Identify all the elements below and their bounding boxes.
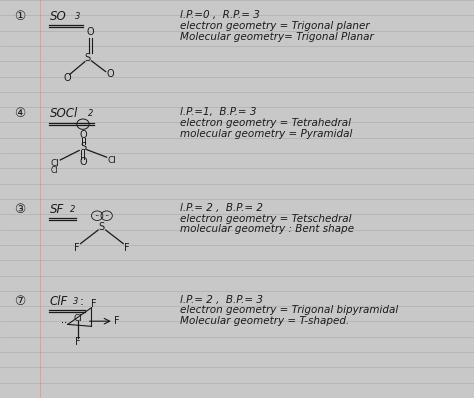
- Text: O: O: [79, 157, 87, 168]
- Text: molecular geometry : Bent shape: molecular geometry : Bent shape: [180, 224, 354, 234]
- Text: l.P.=1,  B.P.= 3: l.P.=1, B.P.= 3: [180, 107, 256, 117]
- Text: Cl: Cl: [108, 156, 117, 165]
- Text: O: O: [107, 69, 114, 80]
- Text: F: F: [74, 242, 80, 253]
- Text: ④: ④: [14, 107, 26, 121]
- Text: O: O: [86, 27, 94, 37]
- Text: 3: 3: [73, 297, 79, 306]
- Text: S: S: [85, 53, 91, 63]
- Text: electron geometry = Tetschedral: electron geometry = Tetschedral: [180, 214, 352, 224]
- Text: ⑦: ⑦: [14, 295, 26, 308]
- Text: SO: SO: [50, 10, 66, 23]
- Text: F: F: [114, 316, 120, 326]
- Text: ①: ①: [14, 10, 26, 23]
- Text: ⋅⋅: ⋅⋅: [80, 119, 86, 129]
- Text: electron geometry = Tetrahedral: electron geometry = Tetrahedral: [180, 118, 351, 128]
- Text: ⋅⋅: ⋅⋅: [61, 318, 67, 328]
- Text: S: S: [80, 142, 86, 152]
- Text: ⋅⋅: ⋅⋅: [104, 211, 109, 220]
- Text: ⋅⋅: ⋅⋅: [75, 307, 82, 318]
- Text: 3: 3: [75, 12, 80, 21]
- Text: S: S: [99, 222, 105, 232]
- Text: 2: 2: [70, 205, 75, 214]
- Text: l.P.=0 ,  R.P.= 3: l.P.=0 , R.P.= 3: [180, 10, 260, 20]
- Text: F: F: [124, 242, 130, 253]
- Text: molecular geometry = Pyramidal: molecular geometry = Pyramidal: [180, 129, 353, 139]
- Text: Molecular geometry = T-shaped.: Molecular geometry = T-shaped.: [180, 316, 349, 326]
- Text: :: :: [80, 295, 83, 308]
- Text: F: F: [75, 337, 81, 347]
- Text: ClF: ClF: [50, 295, 68, 308]
- Text: l.P.= 2 ,  B.P.= 2: l.P.= 2 , B.P.= 2: [180, 203, 263, 213]
- Text: electron geometry = Trigonal planer: electron geometry = Trigonal planer: [180, 21, 370, 31]
- Text: Cl: Cl: [51, 166, 58, 175]
- Text: 2: 2: [88, 109, 93, 119]
- Text: SOCl: SOCl: [50, 107, 78, 121]
- Text: Molecular geometry= Trigonal Planar: Molecular geometry= Trigonal Planar: [180, 32, 374, 42]
- Text: l.P.= 2 ,  B.P.= 3: l.P.= 2 , B.P.= 3: [180, 295, 263, 304]
- Text: O: O: [79, 129, 87, 140]
- Text: ⋅⋅: ⋅⋅: [94, 211, 100, 220]
- Text: F: F: [91, 299, 97, 310]
- Text: Cl: Cl: [50, 159, 59, 168]
- Text: O: O: [63, 73, 71, 84]
- Text: ③: ③: [14, 203, 26, 216]
- Text: SF: SF: [50, 203, 64, 216]
- Text: Cl: Cl: [74, 314, 82, 323]
- Text: electron geometry = Trigonal bipyramidal: electron geometry = Trigonal bipyramidal: [180, 305, 398, 315]
